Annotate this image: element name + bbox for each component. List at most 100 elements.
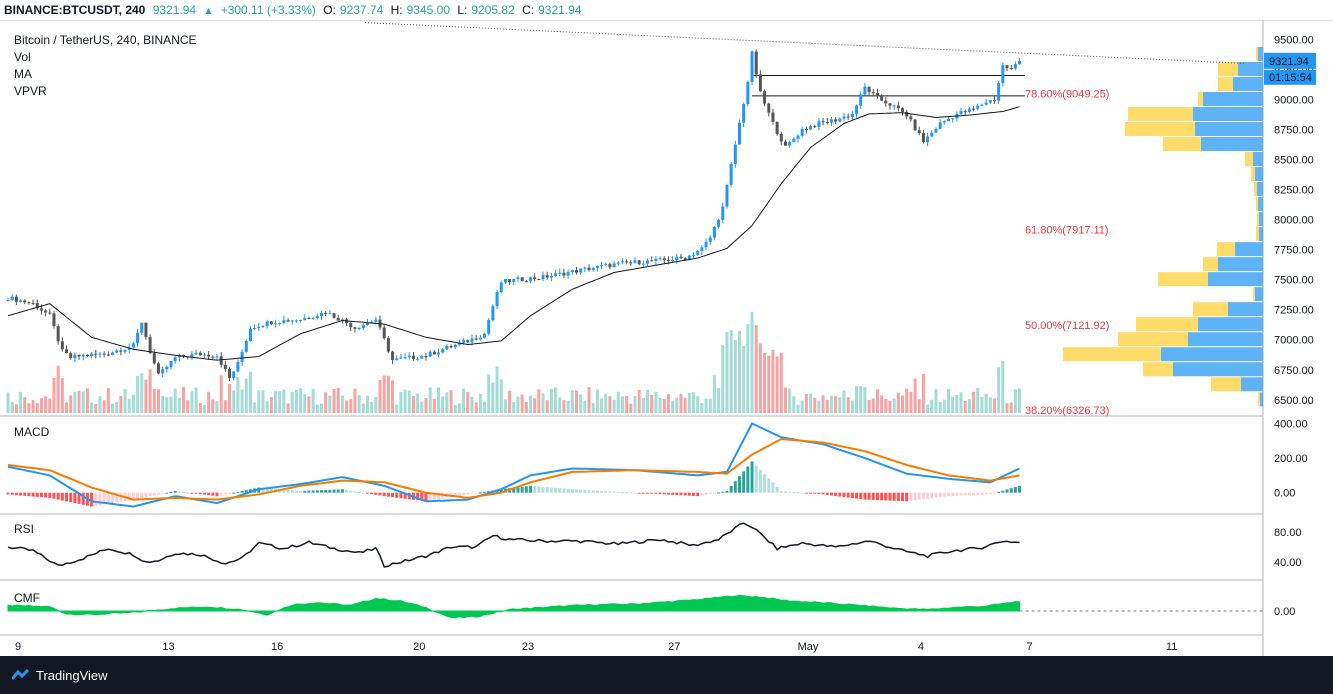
volume-bar [625,396,629,413]
volume-bar [407,390,411,413]
volume-bar [591,402,595,413]
rsi-pane-label[interactable]: RSI [14,522,35,536]
volume-bar [880,395,884,413]
cmf-pane-label[interactable]: CMF [14,591,40,605]
footer-bar: TradingView [0,656,1333,694]
macd-histogram-bar [94,492,98,506]
candle-body [754,51,758,75]
volume-bar [696,396,700,413]
volume-bar [650,394,654,413]
macd-histogram-bar [938,492,942,498]
volume-bar [545,400,549,413]
candle-body [675,256,679,261]
macd-histogram-bar [39,492,43,498]
macd-histogram-bar [370,492,374,495]
macd-histogram-bar [152,492,156,496]
candle-body [834,119,838,122]
macd-histogram-bar [282,489,286,493]
macd-histogram-bar [391,492,395,498]
candle-body [411,355,415,359]
rsi-axis-tick: 80.00 [1274,527,1302,539]
legend-ma[interactable]: MA [14,67,32,81]
candle-body [574,270,578,273]
macd-histogram-bar [562,488,566,493]
symbol-name[interactable]: BINANCE:BTCUSDT, 240 [4,3,146,17]
tradingview-logo[interactable]: TradingView [12,668,108,683]
volume-bar [566,401,570,413]
macd-histogram-bar [850,492,854,499]
macd-histogram-bar [696,492,700,497]
chart-canvas[interactable]: 9500.009250.009000.008750.008500.008250.… [0,20,1333,656]
candle-body [901,108,905,112]
rsi-axis-tick: 40.00 [1274,557,1302,569]
chart-legend: Bitcoin / TetherUS, 240, BINANCE Vol MA … [14,32,197,100]
macd-histogram-bar [207,492,211,496]
legend-vpvr[interactable]: VPVR [14,84,47,98]
candle-body [763,91,767,104]
macd-histogram-bar [487,491,491,493]
volume-bar [353,388,357,413]
volume-bar [712,375,716,413]
volume-bar [905,388,909,413]
candle-body [60,341,64,350]
vpvr-bar-down [1193,302,1228,317]
macd-histogram-bar [972,492,976,496]
vpvr-bar-up [1257,182,1263,197]
trendline [364,22,1246,64]
macd-histogram-bar [892,492,896,501]
macd-histogram-bar [211,492,215,496]
volume-bar [687,392,691,413]
volume-bar [445,392,449,413]
candle-body [704,241,708,248]
vpvr-bar-down [1136,317,1198,332]
candle-body [708,237,712,242]
volume-bar [378,380,382,413]
candle-body [620,261,624,263]
last-price: 9321.94 [152,3,197,17]
volume-bar [758,343,762,413]
macd-histogram-bar [1013,487,1017,493]
candle-body [290,320,294,322]
macd-histogram-bar [56,492,60,500]
macd-histogram-bar [399,492,403,499]
macd-histogram-bar [299,490,303,493]
macd-pane-label[interactable]: MACD [14,425,50,439]
candle-body [382,327,386,339]
candle-body [169,360,173,367]
candle-body [299,319,303,321]
volume-bar [123,388,127,413]
candle-body [98,353,102,355]
candle-body [499,282,503,293]
price-axis-tick: 8000.00 [1274,215,1314,227]
candle-body [579,268,583,273]
volume-bar [595,389,599,413]
candle-body [562,272,566,276]
macd-histogram-bar [746,466,750,493]
legend-title[interactable]: Bitcoin / TetherUS, 240, BINANCE [14,33,197,47]
macd-histogram-bar [545,487,549,493]
macd-histogram-bar [934,492,938,498]
macd-histogram-bar [324,489,328,493]
macd-histogram-bar [871,492,875,500]
legend-vol[interactable]: Vol [14,50,31,64]
candle-body [959,111,963,114]
volume-bar [796,404,800,413]
volume-bar [395,404,399,413]
volume-bar [934,389,938,413]
macd-histogram-bar [825,492,829,495]
volume-bar [299,388,303,413]
candle-body [10,296,14,301]
volume-bar [574,390,578,413]
candle-body [855,105,859,114]
vpvr-bar-down [1118,332,1188,347]
volume-bar [370,401,374,413]
macd-histogram-bar [244,490,248,493]
volume-bar [1009,402,1013,413]
macd-histogram-bar [612,491,616,493]
candle-body [846,116,850,118]
candle-body [529,277,532,282]
volume-bar [633,396,637,413]
volume-bar [361,403,365,413]
candle-body [554,273,558,276]
macd-histogram-bar [796,492,800,494]
